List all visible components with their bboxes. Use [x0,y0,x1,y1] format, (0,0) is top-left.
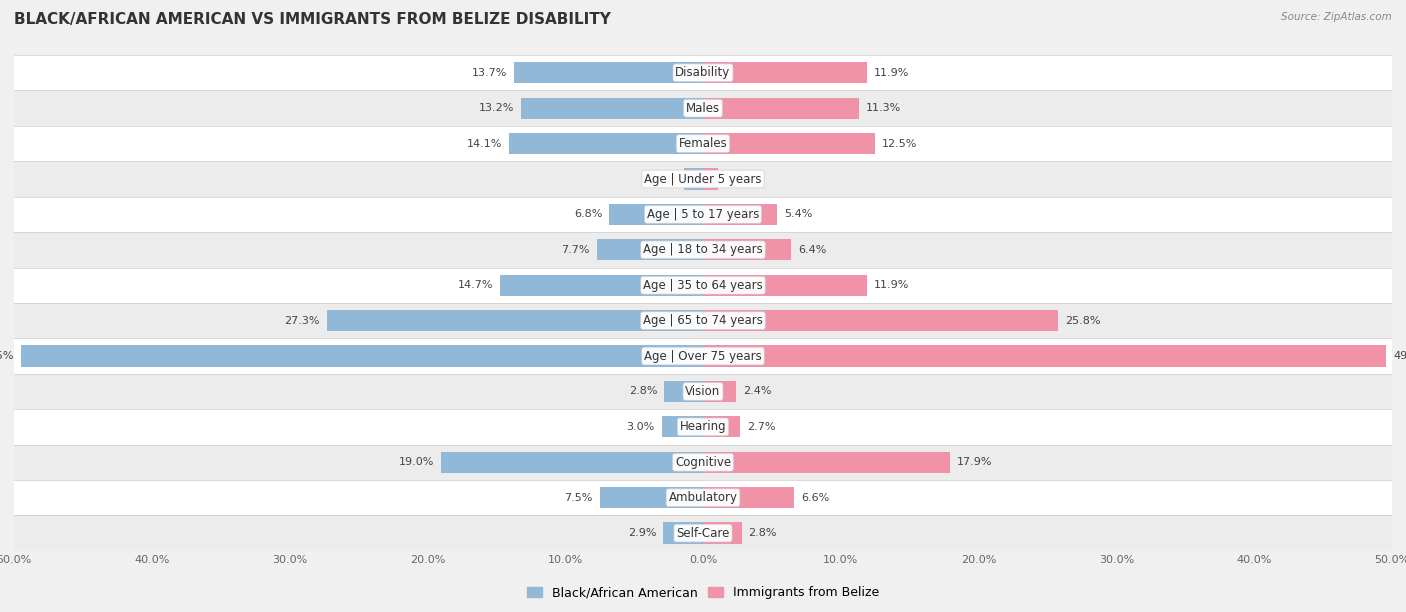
Bar [703,239,792,261]
Text: 14.7%: 14.7% [458,280,494,290]
Text: 19.0%: 19.0% [399,457,434,468]
Text: 27.3%: 27.3% [284,316,321,326]
Bar [703,62,868,83]
Bar [14,480,1392,515]
Text: Age | 5 to 17 years: Age | 5 to 17 years [647,208,759,221]
Text: BLACK/AFRICAN AMERICAN VS IMMIGRANTS FROM BELIZE DISABILITY: BLACK/AFRICAN AMERICAN VS IMMIGRANTS FRO… [14,12,612,28]
Bar [14,162,1392,196]
Text: Females: Females [679,137,727,150]
Text: 7.7%: 7.7% [561,245,591,255]
Text: 49.5%: 49.5% [0,351,14,361]
Text: Disability: Disability [675,66,731,80]
Text: 49.6%: 49.6% [1393,351,1406,361]
Bar [14,91,1392,126]
Text: 2.8%: 2.8% [628,386,658,397]
Bar [703,487,794,509]
Bar [598,239,703,261]
Bar [703,204,778,225]
Text: 1.4%: 1.4% [648,174,676,184]
Text: Ambulatory: Ambulatory [668,491,738,504]
Bar [515,62,703,83]
Text: 13.7%: 13.7% [472,68,508,78]
Bar [703,133,875,154]
Bar [14,267,1392,303]
Text: 3.0%: 3.0% [627,422,655,432]
Bar [703,416,740,438]
Bar [522,97,703,119]
Text: 2.7%: 2.7% [747,422,776,432]
Bar [703,523,741,543]
Text: 6.8%: 6.8% [574,209,602,220]
Bar [14,515,1392,551]
Text: 7.5%: 7.5% [564,493,593,502]
Text: 2.9%: 2.9% [627,528,657,538]
Text: 11.3%: 11.3% [866,103,901,113]
Text: 11.9%: 11.9% [875,68,910,78]
Text: 25.8%: 25.8% [1066,316,1101,326]
Bar [662,416,703,438]
Bar [703,97,859,119]
Text: Source: ZipAtlas.com: Source: ZipAtlas.com [1281,12,1392,22]
Text: 17.9%: 17.9% [956,457,993,468]
Bar [703,310,1059,331]
Bar [665,381,703,402]
Legend: Black/African American, Immigrants from Belize: Black/African American, Immigrants from … [522,581,884,604]
Text: 14.1%: 14.1% [467,138,502,149]
Bar [14,232,1392,267]
Bar [609,204,703,225]
Text: Age | Over 75 years: Age | Over 75 years [644,349,762,362]
Text: 6.4%: 6.4% [799,245,827,255]
Bar [14,374,1392,409]
Text: 2.4%: 2.4% [742,386,772,397]
Bar [664,523,703,543]
Text: Age | Under 5 years: Age | Under 5 years [644,173,762,185]
Text: Age | 35 to 64 years: Age | 35 to 64 years [643,278,763,292]
Text: 5.4%: 5.4% [785,209,813,220]
Text: Age | 18 to 34 years: Age | 18 to 34 years [643,244,763,256]
Text: Cognitive: Cognitive [675,456,731,469]
Text: Age | 65 to 74 years: Age | 65 to 74 years [643,314,763,327]
Text: 2.8%: 2.8% [748,528,778,538]
Bar [14,196,1392,232]
Bar [14,126,1392,162]
Bar [599,487,703,509]
Bar [14,409,1392,444]
Bar [703,168,718,190]
Text: 6.6%: 6.6% [801,493,830,502]
Bar [703,345,1386,367]
Bar [683,168,703,190]
Bar [501,275,703,296]
Bar [14,444,1392,480]
Bar [703,275,868,296]
Bar [509,133,703,154]
Text: 1.1%: 1.1% [725,174,754,184]
Text: 13.2%: 13.2% [479,103,515,113]
Text: Vision: Vision [685,385,721,398]
Bar [14,303,1392,338]
Bar [14,55,1392,91]
Bar [703,381,737,402]
Text: Males: Males [686,102,720,114]
Text: Hearing: Hearing [679,420,727,433]
Text: 12.5%: 12.5% [882,138,918,149]
Bar [441,452,703,473]
Bar [326,310,703,331]
Bar [703,452,949,473]
Text: Self-Care: Self-Care [676,526,730,540]
Bar [21,345,703,367]
Bar [14,338,1392,374]
Text: 11.9%: 11.9% [875,280,910,290]
